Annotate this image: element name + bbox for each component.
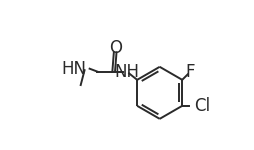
Text: Cl: Cl — [194, 97, 210, 115]
Text: NH: NH — [114, 63, 139, 81]
Text: F: F — [186, 63, 195, 81]
Text: HN: HN — [61, 60, 86, 78]
Text: O: O — [109, 39, 122, 57]
